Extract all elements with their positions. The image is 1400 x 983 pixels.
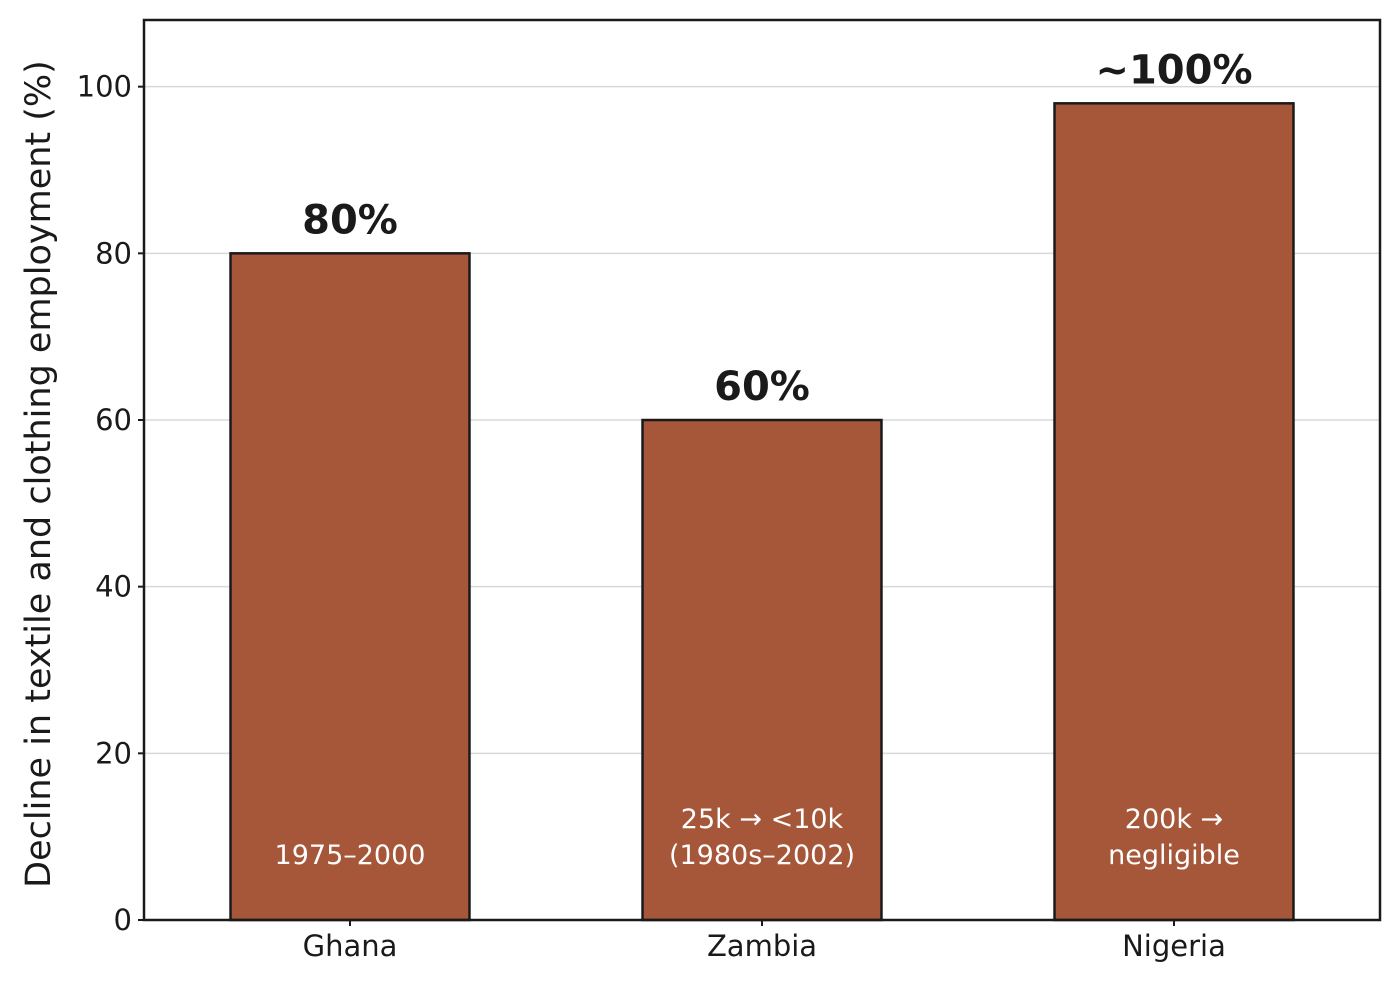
bar-note-nigeria: 200k → — [1125, 804, 1223, 835]
y-axis-ticks: 0 20 40 60 80 100 — [77, 70, 144, 937]
bar-note-nigeria: negligible — [1108, 840, 1240, 871]
bar-nigeria — [1053, 102, 1295, 922]
y-tick-label: 40 — [95, 570, 132, 604]
value-labels: 80% 60% ~100% — [302, 47, 1252, 410]
bar-ghana — [229, 252, 471, 922]
y-tick-label: 60 — [95, 403, 132, 437]
value-label-zambia: 60% — [714, 364, 810, 410]
y-tick-label: 100 — [77, 70, 132, 104]
x-tick-label-nigeria: Nigeria — [1122, 929, 1226, 963]
y-axis-title: Decline in textile and clothing employme… — [19, 60, 59, 888]
bar-note-zambia: (1980s–2002) — [669, 840, 855, 871]
x-tick-label-zambia: Zambia — [707, 929, 817, 963]
bar-note-zambia: 25k → <10k — [681, 804, 844, 835]
x-axis-ticks: Ghana Zambia Nigeria — [303, 920, 1226, 963]
y-tick-label: 80 — [95, 236, 132, 270]
bars — [229, 102, 1295, 922]
value-label-nigeria: ~100% — [1095, 47, 1252, 93]
x-tick-label-ghana: Ghana — [303, 929, 398, 963]
y-tick-label: 0 — [114, 903, 132, 937]
y-tick-label: 20 — [95, 736, 132, 770]
value-label-ghana: 80% — [302, 197, 398, 243]
bar-note-ghana: 1975–2000 — [275, 840, 426, 871]
bar-notes: 1975–2000 25k → <10k (1980s–2002) 200k → neg… — [275, 804, 1240, 871]
